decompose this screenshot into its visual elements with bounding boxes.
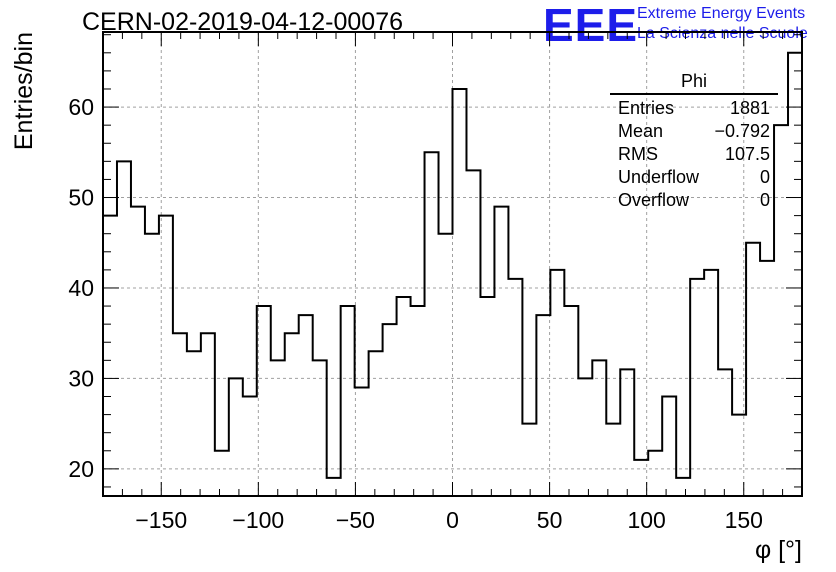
histogram-bin: [578, 378, 592, 496]
logo-caption-line1: Extreme Energy Events: [637, 5, 806, 22]
y-tick-label: 30: [68, 365, 94, 391]
histogram-bin: [662, 397, 676, 496]
stats-label: RMS: [618, 144, 658, 164]
histogram-bin: [369, 351, 383, 496]
histogram-bin: [425, 152, 439, 496]
histogram-bin: [117, 161, 131, 496]
histogram-bin: [383, 324, 397, 496]
stats-label: Mean: [618, 121, 664, 141]
histogram-bin: [439, 234, 453, 496]
y-tick-label: 40: [68, 275, 94, 301]
stats-row: RMS 107.5: [610, 143, 778, 166]
logo-caption: Extreme Energy Events La Scienza nelle S…: [637, 4, 808, 44]
histogram-bin: [606, 424, 620, 496]
stats-row: Mean −0.792: [610, 120, 778, 143]
histogram-bin: [620, 369, 634, 496]
histogram-bin: [187, 351, 201, 496]
histogram-line: [102, 51, 803, 496]
stats-value: 0: [759, 190, 770, 210]
histogram-bin: [243, 397, 257, 496]
x-tick-label: −100: [232, 507, 284, 533]
stats-label: Overflow: [618, 190, 690, 210]
histogram-bin: [355, 387, 369, 496]
stats-row: Underflow 0: [610, 166, 778, 189]
histogram-bin: [704, 270, 718, 496]
stats-label: Entries: [618, 98, 675, 118]
histogram-bin: [466, 170, 480, 496]
x-tick-label: 100: [627, 507, 665, 533]
histogram-bin: [327, 478, 341, 496]
eee-logo: EEE: [543, 0, 639, 51]
histogram-bin: [788, 53, 802, 496]
histogram-bin: [480, 297, 494, 496]
histogram-bin: [411, 306, 425, 496]
y-tick-label: 50: [68, 185, 94, 211]
stats-value: 107.5: [724, 144, 770, 164]
histogram-bin: [508, 279, 522, 496]
histogram-bin: [690, 279, 704, 496]
histogram-bin: [257, 306, 271, 496]
stats-value: 0: [759, 167, 770, 187]
histogram-bin: [285, 333, 299, 496]
histogram-bin: [341, 306, 355, 496]
histogram-bin: [215, 451, 229, 496]
histogram-bin: [271, 360, 285, 496]
stats-title: Phi: [610, 70, 778, 95]
histogram-bin: [103, 216, 117, 496]
histogram-bin: [201, 333, 215, 496]
y-tick-label: 20: [68, 456, 94, 482]
x-tick-label: −50: [336, 507, 375, 533]
histogram-bin: [453, 89, 467, 496]
histogram-bin: [648, 451, 662, 496]
logo-caption-line2: La Scienza nelle Scuole: [637, 25, 808, 42]
histogram-bin: [564, 306, 578, 496]
histogram-bin: [718, 369, 732, 496]
y-tick-label: 60: [68, 94, 94, 120]
histogram-bin: [494, 207, 508, 496]
x-tick-label: −150: [135, 507, 187, 533]
plot-frame: [102, 31, 803, 497]
y-axis-label: Entries/bin: [10, 32, 38, 150]
histogram-bin: [397, 297, 411, 496]
histogram-bin: [592, 360, 606, 496]
histogram-bin: [522, 424, 536, 496]
histogram-bin: [313, 360, 327, 496]
histogram-bin: [173, 333, 187, 496]
histogram-bin: [145, 234, 159, 496]
x-tick-label: 0: [446, 507, 459, 533]
stats-value: 1881: [729, 98, 770, 118]
histogram-bin: [746, 243, 760, 496]
x-tick-label: 50: [537, 507, 563, 533]
histogram-bin: [550, 270, 564, 496]
stats-row: Entries 1881: [610, 97, 778, 120]
stats-label: Underflow: [618, 167, 700, 187]
stats-row: Overflow 0: [610, 189, 778, 212]
histogram-bin: [676, 478, 690, 496]
stats-box: Phi Entries 1881 Mean −0.792 RMS 107.5 Underfl…: [610, 70, 778, 212]
x-axis-label: φ [°]: [755, 536, 802, 564]
histogram-bin: [634, 460, 648, 496]
histogram-bin: [299, 315, 313, 496]
histogram-bin: [131, 207, 145, 496]
stats-value: −0.792: [714, 121, 770, 141]
histogram-bin: [229, 378, 243, 496]
x-tick-label: 150: [725, 507, 763, 533]
